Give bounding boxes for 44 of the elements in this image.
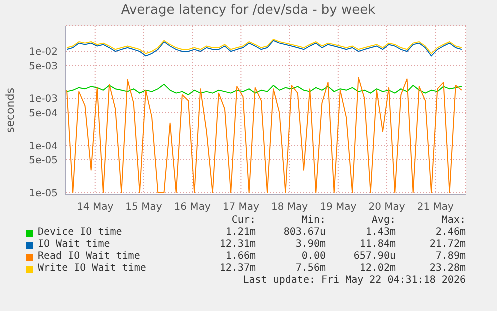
legend-label: Write IO Wait time <box>38 263 148 275</box>
text: 11.84m <box>358 239 396 251</box>
text: 1.43m <box>364 227 396 239</box>
text: 3.90m <box>294 239 326 251</box>
text: 12.31m <box>218 239 256 251</box>
line-series <box>66 84 462 96</box>
text: 23.28m <box>428 263 466 275</box>
y-tick-label: 1e-03 <box>29 94 58 106</box>
text: 12.02m <box>358 263 396 275</box>
x-tick-label: 20 May <box>368 202 406 214</box>
text: 1.21m <box>224 227 256 239</box>
x-tick-label: 15 May <box>126 202 162 214</box>
y-tick-label: 5e-04 <box>29 108 58 120</box>
legend-label: Device IO time <box>38 227 124 239</box>
text: Avg: <box>370 215 396 227</box>
y-tick-label: 1e-05 <box>29 188 58 200</box>
text: 21.72m <box>428 239 466 251</box>
x-tick-label: 14 May <box>77 202 114 214</box>
y-axis-title: seconds <box>4 88 17 133</box>
x-tick-label: 18 May <box>272 202 308 214</box>
text: 803.67u <box>282 227 326 239</box>
text: Min: <box>300 215 326 227</box>
text: 7.56m <box>294 263 326 275</box>
x-tick-label: 21 May <box>417 202 454 214</box>
y-tick-label: 5e-05 <box>29 155 58 166</box>
x-tick-label: 16 May <box>174 202 211 214</box>
text: 1.66m <box>224 251 256 263</box>
text: Max: <box>440 215 466 227</box>
y-tick-label: 1e-02 <box>29 47 58 58</box>
x-tick-label: 19 May <box>320 202 357 214</box>
line-series <box>66 77 462 194</box>
legend-label: Read IO Wait time <box>38 251 142 263</box>
y-tick-label: 1e-04 <box>29 141 58 152</box>
x-tick-label: 17 May <box>222 202 260 214</box>
text: 2.46m <box>434 227 466 239</box>
legend-label: IO Wait time <box>38 239 112 251</box>
text: 0.00 <box>300 251 326 263</box>
text: 657.90u <box>352 251 396 263</box>
text: 7.89m <box>434 251 466 263</box>
chart-title: Average latency for /dev/sda - by week <box>120 2 377 20</box>
text: Last update: Fri May 22 04:31:18 2026 <box>242 275 466 287</box>
text: Cur: <box>230 215 256 227</box>
text: 12.37m <box>218 263 256 275</box>
y-tick-label: 5e-03 <box>29 61 58 72</box>
